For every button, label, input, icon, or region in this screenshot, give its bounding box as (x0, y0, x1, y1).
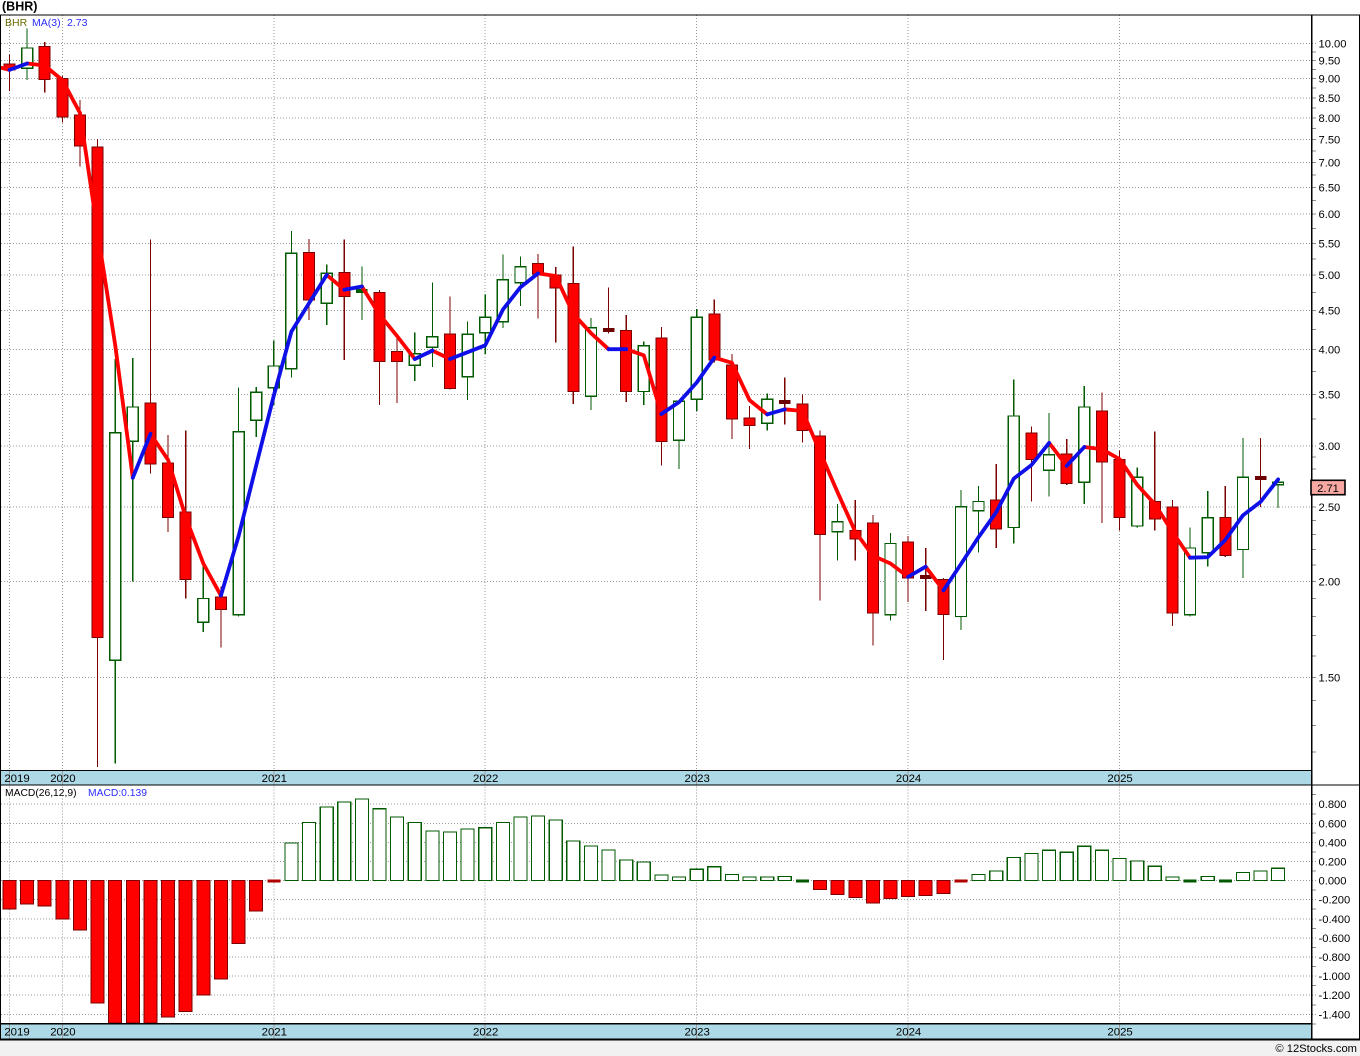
svg-text:3.50: 3.50 (1319, 389, 1341, 401)
svg-text:-0.400: -0.400 (1319, 914, 1351, 926)
svg-text:-1.400: -1.400 (1319, 1009, 1351, 1021)
svg-text:5.00: 5.00 (1319, 270, 1341, 282)
svg-text:0.200: 0.200 (1319, 857, 1347, 869)
svg-text:3.00: 3.00 (1319, 441, 1341, 453)
svg-text:MACD:0.139: MACD:0.139 (88, 788, 147, 799)
svg-text:-0.800: -0.800 (1319, 952, 1351, 964)
svg-text:2.50: 2.50 (1319, 502, 1341, 514)
svg-text:2021: 2021 (262, 1026, 287, 1038)
svg-text:6.00: 6.00 (1319, 209, 1341, 221)
svg-text:2.73: 2.73 (67, 17, 88, 29)
svg-text:-1.000: -1.000 (1319, 971, 1351, 983)
svg-text:8.00: 8.00 (1319, 113, 1341, 125)
svg-text:7.00: 7.00 (1319, 158, 1341, 170)
svg-text:0.000: 0.000 (1319, 876, 1347, 888)
svg-text:0.800: 0.800 (1319, 799, 1347, 811)
svg-text:BHR: BHR (5, 17, 28, 29)
svg-text:10.00: 10.00 (1319, 39, 1347, 51)
svg-text:0.400: 0.400 (1319, 837, 1347, 849)
svg-text:2019: 2019 (4, 1026, 29, 1038)
svg-text:1.50: 1.50 (1319, 673, 1341, 685)
svg-text:2020: 2020 (50, 773, 75, 785)
svg-text:2019: 2019 (4, 773, 29, 785)
svg-text:-0.600: -0.600 (1319, 933, 1351, 945)
svg-text:2025: 2025 (1107, 1026, 1132, 1038)
svg-text:MACD(26,12,9): MACD(26,12,9) (5, 788, 77, 799)
svg-text:8.50: 8.50 (1319, 93, 1341, 105)
svg-text:5.50: 5.50 (1319, 238, 1341, 250)
svg-text:2.71: 2.71 (1317, 483, 1339, 495)
svg-text:-0.200: -0.200 (1319, 895, 1351, 907)
svg-text:4.50: 4.50 (1319, 305, 1341, 317)
svg-text:2022: 2022 (473, 773, 498, 785)
svg-text:2023: 2023 (685, 1026, 710, 1038)
svg-text:2023: 2023 (685, 773, 710, 785)
svg-text:9.00: 9.00 (1319, 74, 1341, 86)
svg-text:2.00: 2.00 (1319, 576, 1341, 588)
svg-text:(BHR): (BHR) (2, 0, 37, 14)
svg-text:0.600: 0.600 (1319, 818, 1347, 830)
svg-text:2021: 2021 (262, 773, 287, 785)
svg-text:2024: 2024 (896, 1026, 921, 1038)
svg-text:9.50: 9.50 (1319, 56, 1341, 68)
svg-text:-1.200: -1.200 (1319, 990, 1351, 1002)
svg-text:MA(3): MA(3) (32, 17, 61, 29)
svg-text:7.50: 7.50 (1319, 135, 1341, 147)
svg-text:2022: 2022 (473, 1026, 498, 1038)
svg-text:2024: 2024 (896, 773, 921, 785)
svg-text:4.00: 4.00 (1319, 345, 1341, 357)
svg-text:2020: 2020 (50, 1026, 75, 1038)
svg-text:2025: 2025 (1107, 773, 1132, 785)
svg-text:© 12Stocks.com: © 12Stocks.com (1275, 1043, 1357, 1055)
svg-text:6.50: 6.50 (1319, 183, 1341, 195)
